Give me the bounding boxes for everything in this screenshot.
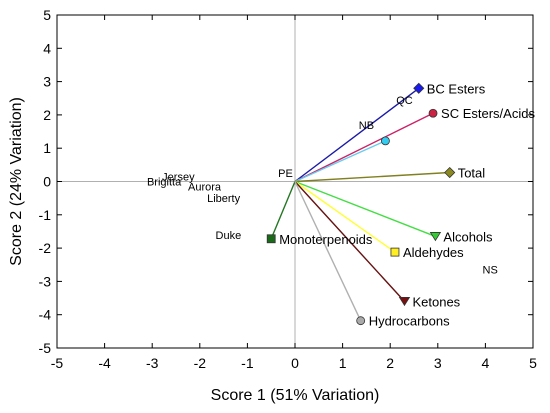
- marker-total: [444, 166, 456, 179]
- observation-ns: NS: [483, 265, 498, 277]
- vector-aldehydes: [294, 180, 396, 253]
- x-tick-label: 4: [482, 355, 490, 371]
- marker-aldehydes: [390, 247, 400, 257]
- label-bc-esters: BC Esters: [427, 81, 486, 96]
- vector-hydrocarbons: [294, 181, 362, 321]
- y-tick-label: 2: [43, 107, 51, 123]
- y-tick-label: -4: [39, 307, 52, 323]
- x-tick-label: 3: [434, 355, 442, 371]
- y-tick-label: 5: [43, 7, 51, 23]
- observation-pe: PE: [278, 168, 293, 180]
- vector-unnamed-2: [294, 140, 386, 183]
- label-total: Total: [458, 166, 486, 181]
- y-tick-labels: -5 -4 -3 -2 -1 0 1 2 3 4 5: [39, 7, 52, 356]
- y-tick-label: -5: [39, 340, 52, 356]
- x-tick-label: -1: [241, 355, 254, 371]
- marker-sc-esters-acids: [428, 108, 438, 118]
- marker-bc-esters: [413, 82, 425, 94]
- y-tick-label: 1: [43, 140, 51, 156]
- vector-monoterpenoids: [270, 181, 296, 240]
- label-hydrocarbons: Hydrocarbons: [369, 314, 450, 329]
- observation-aurora: Aurora: [188, 181, 222, 193]
- observation-jersey: Jersey: [162, 172, 195, 184]
- loading-vectors: [270, 87, 450, 321]
- marker-unnamed-2: [381, 136, 390, 146]
- y-tick-label: -3: [39, 273, 52, 289]
- observation-qc: QC: [396, 95, 413, 107]
- marker-alcohols: [429, 232, 442, 242]
- label-sc-esters-acids: SC Esters/Acids: [441, 106, 535, 121]
- y-tick-label: -1: [39, 207, 52, 223]
- y-axis-title: Score 2 (24% Variation): [8, 97, 25, 266]
- observation-liberty: Liberty: [207, 193, 241, 205]
- x-axis-title: Score 1 (51% Variation): [211, 387, 380, 404]
- x-tick-label: 1: [339, 355, 347, 371]
- y-tick-label: 4: [43, 40, 51, 56]
- x-tick-label: -4: [98, 355, 111, 371]
- marker-monoterpenoids: [266, 234, 276, 244]
- x-tick-label: 5: [529, 355, 537, 371]
- label-aldehydes: Aldehydes: [403, 245, 464, 260]
- vector-labels: BC Esters SC Esters/Acids Total AlcoholsAld…: [279, 81, 535, 328]
- vector-alcohols: [294, 180, 436, 238]
- x-tick-label: -2: [194, 355, 207, 371]
- x-tick-label: 2: [386, 355, 394, 371]
- vector-sc-esters-acids: [294, 112, 434, 183]
- vector-markers: [266, 82, 456, 326]
- label-monoterpenoids: Monoterpenoids: [279, 232, 373, 247]
- y-tick-label: -2: [39, 240, 52, 256]
- label-ketones: Ketones: [412, 294, 460, 309]
- x-tick-label: -5: [51, 355, 64, 371]
- label-alcohols: Alcohols: [443, 229, 493, 244]
- x-tick-labels: -5 -4 -3 -2 -1 0 1 2 3 4 5: [51, 355, 537, 371]
- observation-duke: Duke: [216, 230, 242, 242]
- y-tick-label: 0: [43, 174, 51, 190]
- axis-ticks: [56, 14, 534, 349]
- vector-total: [294, 171, 450, 183]
- y-tick-label: 3: [43, 74, 51, 90]
- x-tick-label: 0: [291, 355, 299, 371]
- marker-ketones: [398, 296, 411, 307]
- observation-nb: NB: [359, 120, 374, 132]
- marker-hydrocarbons: [356, 316, 366, 326]
- observation-brigitta: Brigitta: [147, 177, 182, 189]
- x-tick-label: -3: [146, 355, 159, 371]
- vector-bc-esters: [294, 87, 420, 183]
- vector-ketones: [294, 181, 405, 302]
